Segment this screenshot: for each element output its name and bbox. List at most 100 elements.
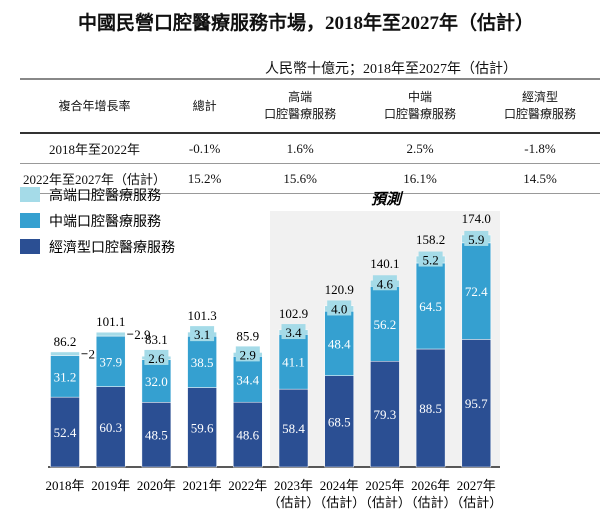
total-label: 101.1 <box>96 314 125 329</box>
table-cell: 2018年至2022年 <box>20 133 170 164</box>
bar-segment <box>95 386 126 468</box>
total-label: 102.9 <box>279 306 308 321</box>
data-label: 2.9 <box>240 347 256 362</box>
column-header: 中端 口腔醫療服務 <box>360 78 481 134</box>
data-label: 48.5 <box>145 428 168 443</box>
table-cell: -1.8% <box>480 133 600 164</box>
x-tick-label: （估計） <box>313 495 365 510</box>
data-label: 3.4 <box>285 325 302 340</box>
data-label: 95.7 <box>465 396 488 411</box>
label-box <box>372 275 397 291</box>
legend-label: 高端口腔醫療服務 <box>49 187 161 204</box>
bar-segment <box>187 335 217 388</box>
bar-segment <box>141 402 172 468</box>
label-box <box>418 251 443 267</box>
table-cell: 16.1% <box>360 163 481 194</box>
data-label: 32.0 <box>145 374 168 389</box>
bar-segment <box>233 356 263 403</box>
x-tick-label: 2020年 <box>137 478 176 493</box>
bar-segment <box>461 242 492 340</box>
data-label: 60.3 <box>99 420 122 435</box>
data-label: 5.2 <box>422 253 438 268</box>
x-tick-label: （估計） <box>450 495 502 510</box>
x-tick-label: 2021年 <box>183 478 222 493</box>
label-box <box>464 230 489 246</box>
data-label: 2.9 <box>134 327 150 342</box>
bar-segment <box>187 387 217 468</box>
total-label: 174.0 <box>462 211 491 226</box>
table-row: 2022年至2027年（估計） 15.2% 15.6% 16.1% 14.5% <box>20 163 600 194</box>
data-label: 79.3 <box>374 407 397 422</box>
table-cell: 1.6% <box>240 133 361 164</box>
data-label: 64.5 <box>419 299 442 314</box>
data-label: 58.4 <box>282 421 305 436</box>
legend-swatch <box>20 187 40 202</box>
data-label: 52.4 <box>54 425 77 440</box>
column-header: 經濟型 口腔醫療服務 <box>480 78 600 134</box>
total-label: 83.1 <box>145 332 168 347</box>
data-label: 34.4 <box>236 372 259 387</box>
bar-segment <box>233 401 263 468</box>
column-header: 總計 <box>169 78 241 134</box>
bar-segment <box>50 396 80 468</box>
table-cell: 15.2% <box>169 163 241 194</box>
legend-label: 經濟型口腔醫療服務 <box>49 239 175 256</box>
bar-segment <box>141 359 172 403</box>
total-label: 158.2 <box>416 232 445 247</box>
data-label: 31.2 <box>54 369 77 384</box>
data-label: 5.9 <box>468 232 484 247</box>
data-label: 38.5 <box>191 355 214 370</box>
bar-segment <box>95 335 126 387</box>
x-tick-label: 2024年 <box>320 478 359 493</box>
total-label: 140.1 <box>370 256 399 271</box>
data-label: 56.2 <box>374 317 397 332</box>
data-label: 2.6 <box>148 351 165 366</box>
data-label: 48.6 <box>236 428 259 443</box>
column-header: 複合年增長率 <box>20 78 170 134</box>
label-box <box>327 300 352 316</box>
data-label: 4.0 <box>331 301 347 316</box>
cagr-table: 複合年增長率 總計 高端 口腔醫療服務 中端 口腔醫療服務 經濟型 口腔醫療服務 2018年至… <box>20 78 600 194</box>
label-box <box>190 326 215 342</box>
data-label: 48.4 <box>328 336 351 351</box>
total-label: 85.9 <box>236 328 259 343</box>
x-tick-label: 2022年 <box>228 478 267 493</box>
total-label: 86.2 <box>54 334 77 349</box>
legend-label: 中端口腔醫療服務 <box>49 213 161 230</box>
legend-swatch <box>20 213 40 228</box>
bar-segment <box>324 375 354 468</box>
column-header: 高端 口腔醫療服務 <box>240 78 361 134</box>
table-cell: -0.1% <box>169 133 241 164</box>
label-box <box>144 349 169 365</box>
x-tick-label: 2025年 <box>365 478 404 493</box>
table-cell: 14.5% <box>480 163 600 194</box>
label-box <box>235 346 260 362</box>
bar-segment <box>50 351 80 356</box>
bar-segment <box>50 355 80 398</box>
x-tick-label: 2027年 <box>457 478 496 493</box>
x-tick-label: （估計） <box>359 495 411 510</box>
table-cell: 2.5% <box>360 133 481 164</box>
total-label: 120.9 <box>325 282 354 297</box>
bar-segment <box>95 331 126 337</box>
x-tick-label: 2026年 <box>411 478 450 493</box>
unit-caption: 人民幣十億元；2018年至2027年（估計） <box>265 62 517 77</box>
data-label: 68.5 <box>328 414 351 429</box>
bar-segment <box>415 262 446 350</box>
bar-segment <box>370 286 400 362</box>
total-label: 101.3 <box>187 308 216 323</box>
data-label: 3.1 <box>194 327 210 342</box>
table-row: 2018年至2022年 -0.1% 1.6% 2.5% -1.8% <box>20 133 600 164</box>
data-label: 4.6 <box>377 276 394 291</box>
x-tick-label: （估計） <box>405 495 457 510</box>
bar-segment <box>324 310 354 376</box>
data-label: 41.1 <box>282 355 305 370</box>
data-label: 88.5 <box>419 401 442 416</box>
forecast-label: 預測 <box>371 190 404 208</box>
bar-segment <box>278 334 309 390</box>
page-title: 中國民營口腔醫療服務市場，2018年至2027年（估計） <box>77 13 534 34</box>
data-label: 72.4 <box>465 284 488 299</box>
x-tick-label: 2023年 <box>274 478 313 493</box>
